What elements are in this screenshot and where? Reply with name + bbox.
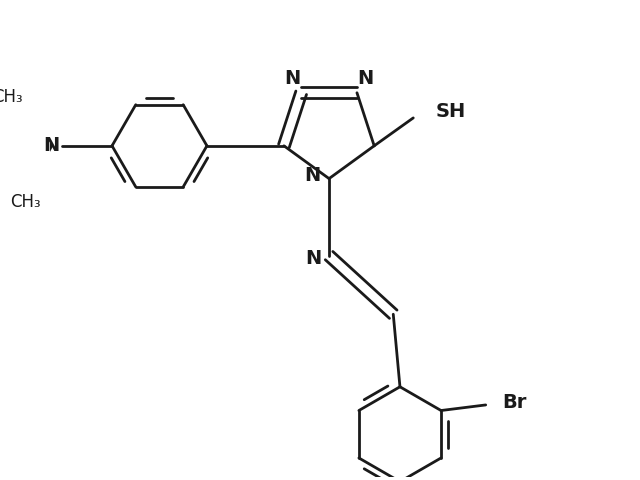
Text: CH₃: CH₃	[10, 192, 40, 211]
Text: N: N	[44, 136, 60, 156]
Text: Br: Br	[502, 393, 527, 412]
Text: SH: SH	[436, 102, 466, 120]
Text: N: N	[304, 166, 321, 185]
Text: N: N	[285, 69, 301, 88]
Text: CH₃: CH₃	[0, 88, 22, 106]
Text: N: N	[305, 249, 321, 268]
Text: N: N	[357, 69, 374, 88]
